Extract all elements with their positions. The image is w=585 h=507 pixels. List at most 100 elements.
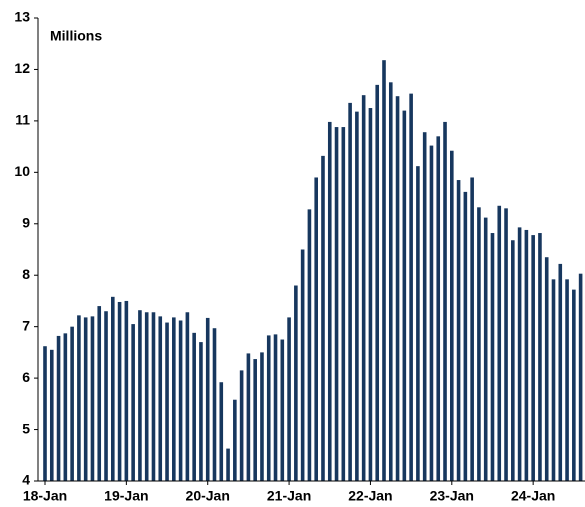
- bar: [368, 108, 373, 482]
- y-tick-label: 6: [22, 369, 30, 385]
- bar: [551, 279, 556, 481]
- bar: [144, 312, 149, 481]
- bar: [450, 150, 454, 481]
- bar: [226, 448, 230, 481]
- y-tick-label: 8: [22, 266, 30, 282]
- bar: [483, 217, 488, 482]
- bar: [124, 300, 129, 481]
- bar: [49, 349, 54, 481]
- bar: [219, 382, 224, 481]
- bar: [572, 289, 576, 481]
- bar: [348, 102, 352, 481]
- bar: [395, 96, 400, 481]
- bar: [327, 121, 332, 481]
- bar: [287, 317, 291, 481]
- bar: [158, 316, 163, 481]
- x-tick-label: 20-Jan: [186, 488, 230, 504]
- bar: [253, 359, 257, 481]
- bar: [490, 233, 495, 481]
- y-tick-label: 10: [14, 163, 30, 179]
- bar: [70, 326, 74, 481]
- bar: [63, 333, 68, 481]
- bar: [436, 136, 441, 482]
- bar: [477, 207, 481, 481]
- bar: [321, 155, 325, 482]
- bar: [165, 322, 169, 481]
- bar: [77, 315, 81, 481]
- bar: [355, 111, 359, 481]
- bar: [192, 332, 196, 481]
- y-tick-label: 7: [22, 317, 30, 333]
- bar: [443, 121, 447, 481]
- bar: [463, 191, 468, 482]
- bar: [266, 335, 271, 481]
- bar: [43, 346, 47, 481]
- bar: [565, 279, 569, 481]
- bar: [538, 233, 542, 481]
- bar: [388, 82, 393, 482]
- bar: [111, 296, 115, 481]
- y-tick-label: 4: [22, 472, 30, 488]
- bar: [185, 312, 190, 481]
- y-axis-title: Millions: [50, 28, 102, 44]
- bar: [517, 227, 522, 481]
- bar: [273, 334, 278, 481]
- bar: [511, 240, 515, 481]
- bar: [117, 301, 122, 481]
- bar: [416, 166, 420, 481]
- x-tick-label: 22-Jan: [348, 488, 392, 504]
- bar: [233, 399, 237, 481]
- bar: [300, 249, 305, 481]
- y-tick-label: 5: [22, 420, 30, 436]
- x-tick-label: 19-Jan: [104, 488, 148, 504]
- bar: [199, 342, 203, 481]
- bar: [138, 310, 142, 481]
- bar: [524, 229, 529, 481]
- bar: [402, 110, 407, 481]
- x-tick-label: 23-Jan: [430, 488, 474, 504]
- bar: [205, 317, 210, 481]
- bar: [382, 60, 386, 481]
- bar: [422, 132, 427, 481]
- bar: [97, 306, 102, 481]
- bar: [83, 317, 88, 481]
- bar: [307, 209, 312, 481]
- bar: [239, 370, 244, 481]
- bar: [260, 352, 264, 481]
- bar: [104, 311, 108, 481]
- x-tick-label: 21-Jan: [267, 488, 311, 504]
- bar: [470, 177, 474, 481]
- bar: [212, 328, 217, 481]
- x-tick-label: 24-Jan: [511, 488, 555, 504]
- bar: [544, 257, 549, 481]
- y-tick-label: 11: [15, 112, 30, 128]
- y-tick-label: 12: [14, 60, 30, 76]
- x-tick-label: 18-Jan: [23, 488, 67, 504]
- bar: [280, 339, 285, 481]
- bar: [429, 145, 434, 482]
- bar: [361, 95, 366, 482]
- bar: [334, 127, 339, 481]
- bar: [178, 320, 183, 481]
- bar: [294, 285, 298, 481]
- bar: [375, 84, 380, 481]
- bar: [497, 205, 502, 481]
- y-tick-label: 13: [14, 9, 30, 25]
- bar: [558, 263, 563, 481]
- y-tick-label: 9: [22, 214, 30, 230]
- bar: [409, 93, 413, 481]
- bar: [56, 335, 61, 481]
- bar: [246, 353, 251, 481]
- bar: [172, 317, 176, 481]
- bar: [314, 177, 318, 481]
- bar: [151, 312, 156, 481]
- bar: [341, 127, 346, 481]
- bar: [456, 180, 461, 482]
- bar: [578, 273, 583, 481]
- bar: [531, 235, 535, 481]
- bar: [504, 208, 508, 481]
- bar: [131, 324, 135, 481]
- bar: [90, 316, 95, 481]
